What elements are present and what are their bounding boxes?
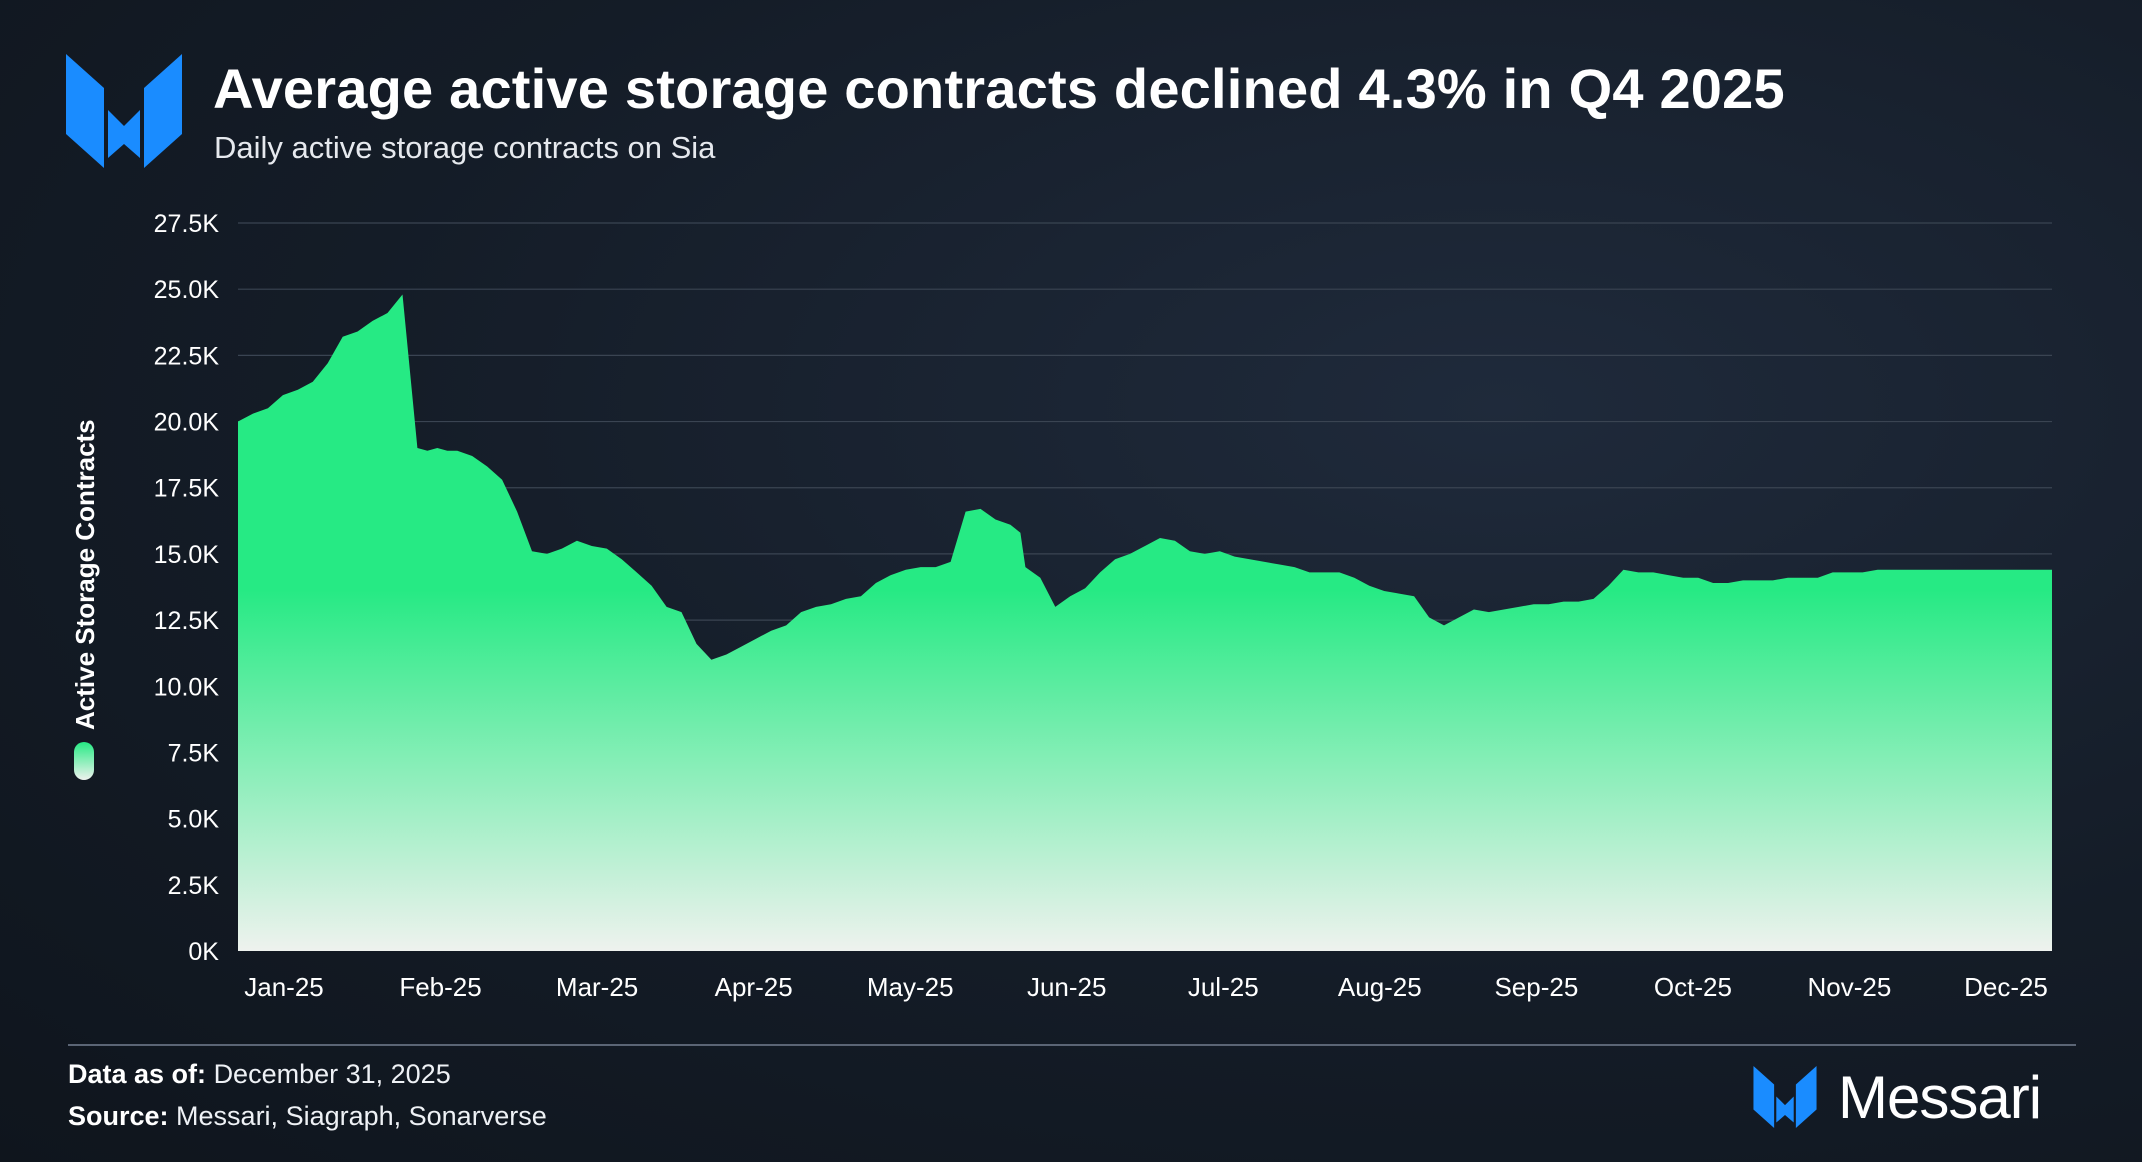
x-tick-label: Aug-25: [1338, 972, 1422, 1002]
y-tick-label: 5.0K: [168, 806, 220, 834]
y-tick-label: 22.5K: [154, 342, 220, 370]
x-tick-label: May-25: [867, 972, 954, 1002]
chart-title: Average active storage contracts decline…: [213, 57, 1785, 120]
x-tick-label: Apr-25: [715, 972, 793, 1002]
data-as-of-label: Data as of:: [68, 1059, 207, 1089]
x-tick-label: Jul-25: [1188, 972, 1259, 1002]
series-area-active-storage-contracts: [238, 294, 2052, 951]
y-tick-label: 25.0K: [154, 276, 220, 304]
y-tick-label: 15.0K: [154, 541, 220, 569]
y-tick-label: 0K: [188, 938, 219, 966]
y-tick-label: 27.5K: [154, 210, 220, 238]
messari-logo-icon: [1753, 1066, 1817, 1128]
y-tick-label: 12.5K: [154, 607, 220, 635]
y-axis-label: Active Storage Contracts: [70, 419, 100, 730]
x-tick-label: Sep-25: [1494, 972, 1578, 1002]
chart-subtitle: Daily active storage contracts on Sia: [214, 130, 716, 165]
green-pill-icon: [74, 742, 94, 780]
x-tick-label: Nov-25: [1808, 972, 1892, 1002]
messari-logo-icon: [66, 54, 182, 168]
y-tick-label: 7.5K: [168, 739, 220, 767]
brand-footer: Messari: [1752, 1063, 2042, 1131]
source-value: Messari, Siagraph, Sonarverse: [176, 1101, 547, 1131]
data-as-of: Data as of: December 31, 2025: [68, 1059, 451, 1090]
source-label: Source:: [68, 1101, 169, 1131]
footer-divider-right: [1074, 1044, 2076, 1046]
x-tick-label: Dec-25: [1964, 972, 2048, 1002]
x-axis-ticks: Jan-25 Feb-25 Mar-25 Apr-25 May-25 Jun-25 Jul-…: [244, 972, 2048, 1002]
x-tick-label: Jun-25: [1027, 972, 1107, 1002]
y-tick-label: 20.0K: [154, 409, 220, 437]
y-tick-label: 2.5K: [168, 872, 220, 900]
y-tick-label: 10.0K: [154, 673, 220, 701]
y-tick-label: 17.5K: [154, 475, 220, 503]
y-axis-ticks: 0K 2.5K 5.0K 7.5K 10.0K 12.5K 15.0K 17.5K 20.0K 2…: [154, 210, 220, 966]
brand-name: Messari: [1838, 1063, 2042, 1131]
data-as-of-value: December 31, 2025: [213, 1059, 451, 1089]
x-tick-label: Mar-25: [556, 972, 638, 1002]
x-tick-label: Feb-25: [399, 972, 481, 1002]
x-tick-label: Jan-25: [244, 972, 324, 1002]
x-tick-label: Oct-25: [1654, 972, 1732, 1002]
source-line: Source: Messari, Siagraph, Sonarverse: [68, 1101, 547, 1132]
footer-divider: [68, 1044, 1074, 1046]
